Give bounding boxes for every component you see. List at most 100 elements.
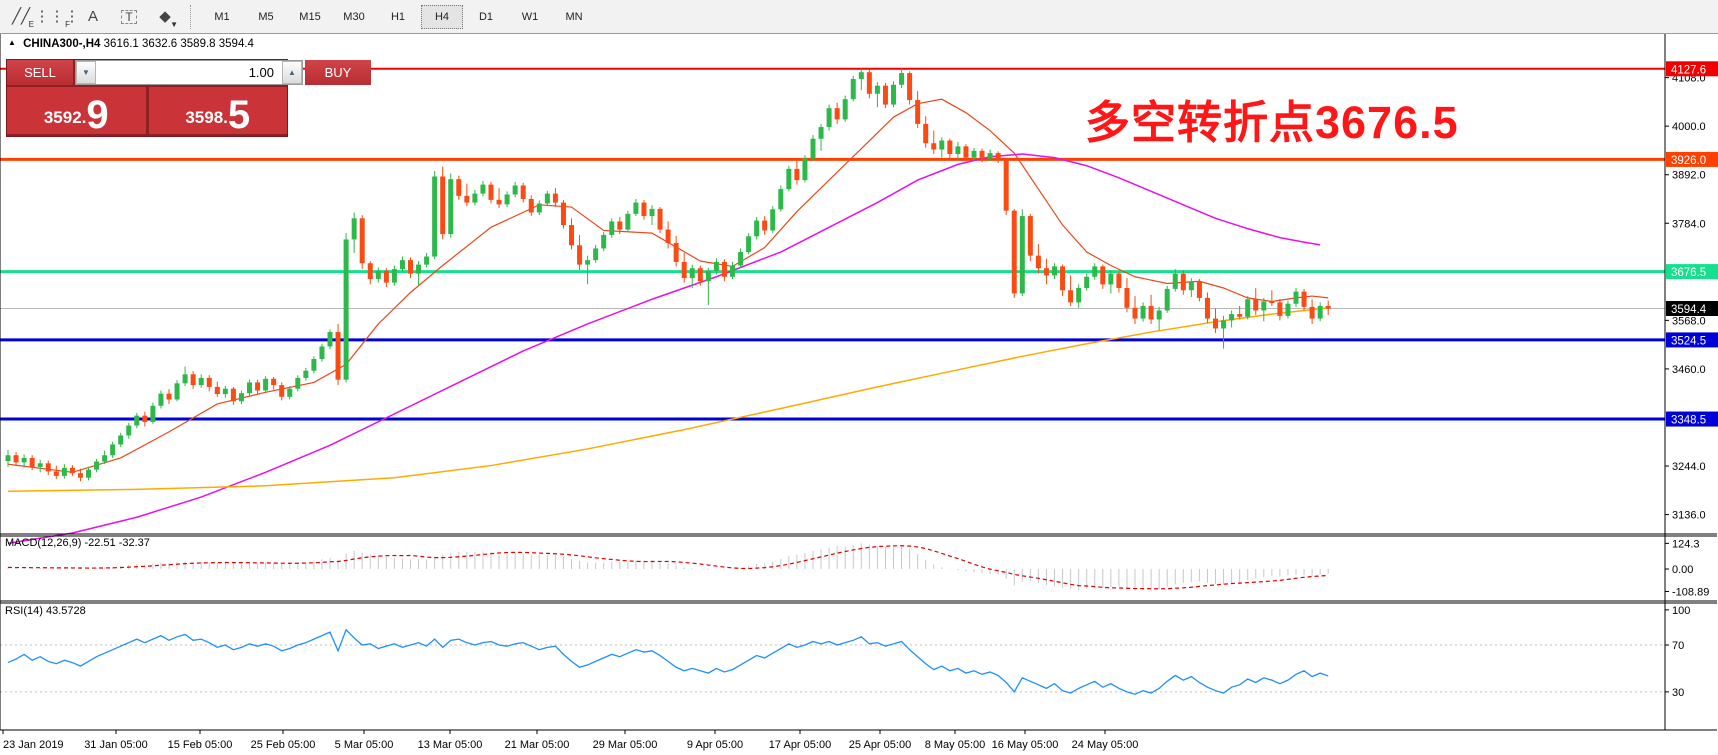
candle-body [858, 72, 864, 79]
ma-line-ma-slow [7, 307, 1329, 492]
candle-body [134, 415, 140, 426]
candle-body [13, 455, 19, 463]
chart-hatch-icon[interactable]: ╱╱ E [11, 8, 34, 29]
candle-body [158, 393, 164, 406]
timeframe-m15-button[interactable]: M15 [299, 10, 321, 23]
timeframe-m1-button[interactable]: M1 [214, 10, 230, 23]
candle-body [222, 388, 228, 395]
rsi-tick-label: 30 [1672, 687, 1684, 699]
candle-body [794, 168, 800, 181]
candle-body [1124, 287, 1130, 308]
price-tick-label: 3136.0 [1672, 510, 1706, 522]
candle-body [1188, 281, 1194, 291]
candle-body [53, 471, 59, 476]
price-badge-3524.5 [1666, 332, 1718, 348]
candle-body [802, 158, 808, 181]
candle-body [279, 385, 285, 397]
candle-body [1108, 273, 1114, 285]
candle-body [697, 268, 703, 282]
symbol-title: ▲ CHINA300-,H4 3616.1 3632.6 3589.8 3594… [8, 38, 254, 50]
text-label-icon[interactable]: A [87, 8, 98, 25]
candle-body [657, 208, 663, 230]
timeframe-m30-button[interactable]: M30 [343, 10, 365, 23]
candle-body [971, 150, 977, 158]
macd-signal-line [7, 545, 1329, 590]
rsi-tick-label: 70 [1672, 640, 1684, 652]
price-badge-label: 3348.5 [1671, 415, 1706, 427]
text-box-icon[interactable]: T [114, 5, 144, 29]
volume-increase-button[interactable]: ▲ [282, 61, 302, 84]
candle-body [738, 252, 744, 266]
candle-body [560, 202, 566, 226]
candle-body [1253, 299, 1259, 311]
candle-body [625, 213, 631, 230]
timeframe-mn-button[interactable]: MN [565, 10, 583, 23]
chart-annotation-text: 多空转折点3676.5 [1085, 97, 1459, 148]
timeframe-m5-button[interactable]: M5 [258, 10, 274, 23]
candle-body [416, 264, 422, 274]
candle-body [295, 377, 301, 389]
candle-body [142, 415, 148, 422]
collapse-triangle-icon[interactable]: ▲ [8, 38, 16, 47]
candle-body [1325, 305, 1331, 309]
price-tick-label: 3460.0 [1672, 364, 1706, 376]
buy-price-main: 3598 [185, 108, 224, 127]
candle-body [45, 463, 51, 472]
candle-body [1204, 297, 1210, 319]
grid-icon[interactable]: ⋮⋮⋮ F [34, 8, 80, 29]
timeframe-w1-button[interactable]: W1 [521, 10, 539, 23]
candle-body [464, 195, 470, 203]
candle-body [351, 218, 357, 240]
price-badge-label: 3524.5 [1671, 335, 1706, 347]
volume-control: ▼ ▲ [75, 60, 303, 85]
candle-body [480, 184, 486, 194]
candle-body [810, 138, 816, 159]
candle-body [504, 194, 510, 205]
candle-body [1213, 318, 1218, 329]
chart-background [0, 33, 1718, 755]
time-label: 31 Jan 05:00 [84, 739, 148, 751]
ohlc-values: 3616.1 3632.6 3589.8 3594.4 [103, 38, 254, 50]
buy-price-tile[interactable]: 3598. 5 [148, 87, 287, 135]
candle-body [826, 108, 832, 128]
time-label: 21 Mar 05:00 [505, 739, 570, 751]
sell-button[interactable]: SELL [7, 60, 73, 85]
candle-body [432, 176, 438, 257]
candle-body [754, 220, 760, 237]
volume-decrease-button[interactable]: ▼ [76, 61, 96, 84]
candle-body [5, 455, 11, 462]
price-tick-label: 4000.0 [1672, 121, 1706, 133]
candle-body [721, 261, 727, 277]
candle-body [327, 332, 333, 347]
candle-body [689, 268, 695, 279]
sell-price-tile[interactable]: 3592. 9 [7, 87, 146, 135]
price-badge-3676.5 [1666, 264, 1718, 280]
candle-body [987, 153, 993, 159]
volume-input[interactable] [96, 61, 282, 84]
timeframe-d1-button[interactable]: D1 [478, 10, 494, 23]
candle-body [1261, 301, 1267, 311]
buy-button[interactable]: BUY [305, 60, 371, 85]
timeframe-h4-button[interactable]: H4 [421, 4, 463, 29]
candle-body [1011, 210, 1017, 294]
candle-body [255, 382, 261, 391]
candle-body [448, 179, 454, 235]
drawing-tools-group: ╱╱ E ⋮⋮⋮ F A T ◆ ▼ [0, 5, 180, 29]
candle-body [367, 263, 373, 280]
candle-body [1003, 159, 1009, 211]
price-tick-label: 3244.0 [1672, 461, 1706, 473]
shapes-arrow-icon[interactable]: ◆ ▼ [159, 8, 178, 29]
candle-body [303, 370, 309, 378]
time-label: 9 Apr 05:00 [687, 739, 743, 751]
timeframe-h1-button[interactable]: H1 [390, 10, 406, 23]
candle-body [247, 382, 252, 394]
candle-body [166, 393, 172, 400]
timeframe-buttons-group: M1 M5 M15 M30 H1 H4 D1 W1 MN [200, 4, 596, 29]
candle-body [1309, 306, 1315, 319]
candle-body [512, 185, 518, 195]
candle-body [359, 218, 365, 264]
candle-body [1084, 276, 1090, 288]
candle-body [190, 374, 196, 386]
candle-body [110, 444, 116, 456]
